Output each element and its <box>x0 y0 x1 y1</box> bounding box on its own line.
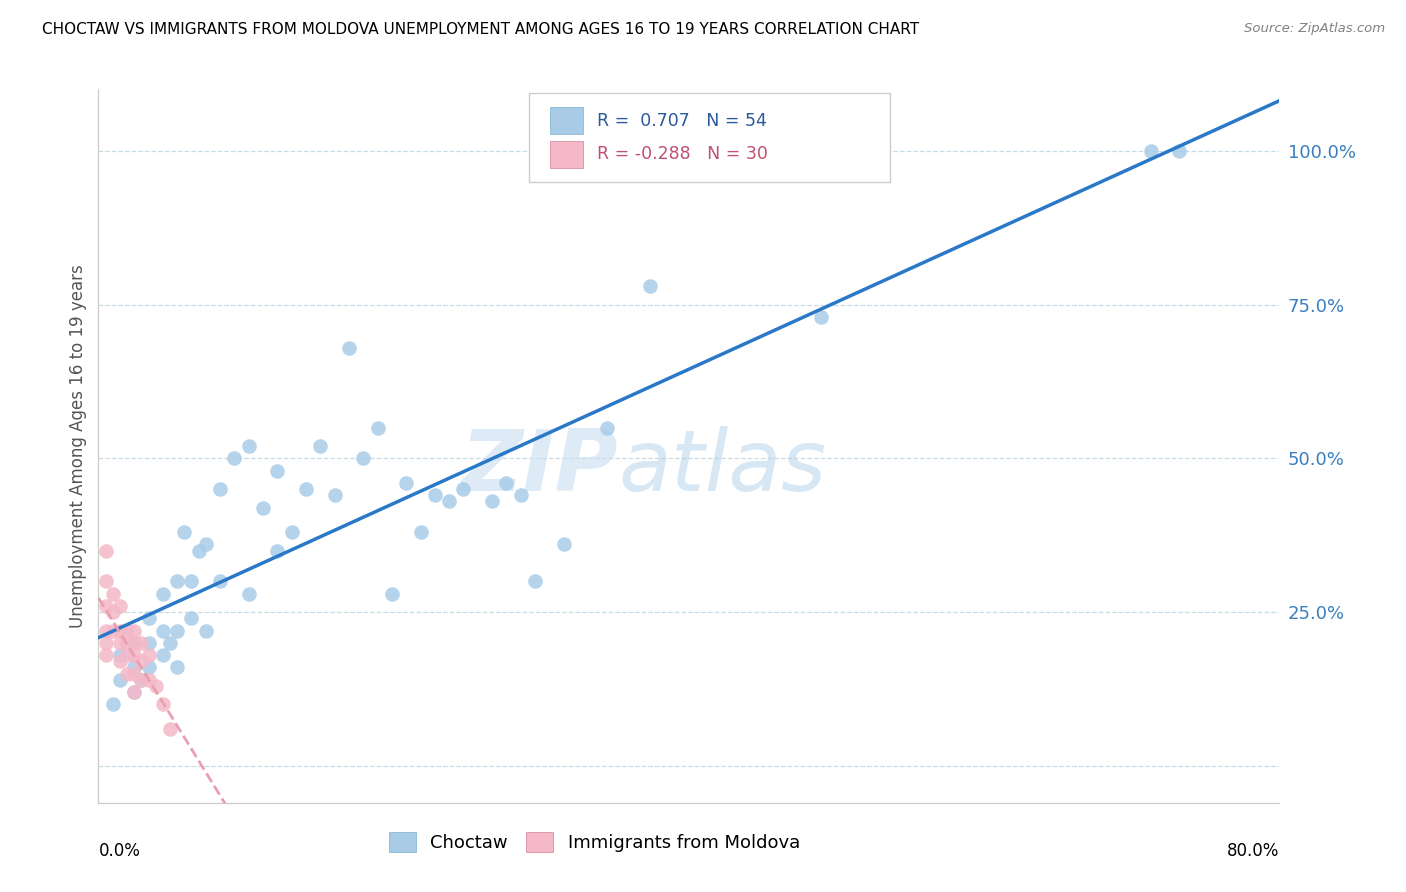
Point <box>173 525 195 540</box>
Point <box>194 537 217 551</box>
Point <box>453 482 475 496</box>
Point <box>266 464 288 478</box>
Point <box>159 636 181 650</box>
Point <box>209 482 232 496</box>
FancyBboxPatch shape <box>550 107 582 134</box>
Y-axis label: Unemployment Among Ages 16 to 19 years: Unemployment Among Ages 16 to 19 years <box>69 264 87 628</box>
Point <box>94 648 117 662</box>
Point <box>115 624 138 638</box>
Point <box>166 624 188 638</box>
Point <box>337 341 360 355</box>
Point <box>381 587 404 601</box>
Point <box>238 439 260 453</box>
Point <box>101 624 124 638</box>
Point <box>131 673 153 687</box>
Point <box>131 636 153 650</box>
Point <box>194 624 217 638</box>
Point <box>252 500 274 515</box>
Point <box>495 475 517 490</box>
Point <box>122 666 145 681</box>
Point <box>138 611 160 625</box>
Point <box>395 475 418 490</box>
Point <box>224 451 246 466</box>
Point <box>145 679 167 693</box>
Point <box>180 611 202 625</box>
Point <box>159 722 181 736</box>
Point <box>108 636 131 650</box>
Point <box>409 525 432 540</box>
Point <box>524 574 547 589</box>
Point <box>209 574 232 589</box>
Point <box>238 587 260 601</box>
Point <box>138 660 160 674</box>
Point <box>122 636 145 650</box>
Point <box>94 574 117 589</box>
Point <box>115 666 138 681</box>
Point <box>108 599 131 613</box>
Point <box>94 599 117 613</box>
Point <box>101 698 124 712</box>
Point <box>166 660 188 674</box>
Text: ZIP: ZIP <box>460 425 619 509</box>
Text: atlas: atlas <box>619 425 827 509</box>
Point <box>266 543 288 558</box>
Point <box>166 574 188 589</box>
Point <box>352 451 374 466</box>
Text: 80.0%: 80.0% <box>1227 842 1279 860</box>
Point <box>553 537 575 551</box>
Point <box>138 648 160 662</box>
Point <box>1168 144 1191 158</box>
Point <box>810 310 832 324</box>
Point <box>108 673 131 687</box>
Point <box>101 587 124 601</box>
Point <box>122 660 145 674</box>
Point <box>152 624 174 638</box>
Point <box>187 543 209 558</box>
Point <box>94 624 117 638</box>
Point <box>138 636 160 650</box>
Point <box>108 624 131 638</box>
Point <box>481 494 503 508</box>
Point <box>122 624 145 638</box>
Point <box>108 654 131 668</box>
Point <box>101 605 124 619</box>
Point <box>509 488 531 502</box>
Point <box>423 488 446 502</box>
Point <box>94 543 117 558</box>
Text: 0.0%: 0.0% <box>98 842 141 860</box>
Point <box>152 698 174 712</box>
Point <box>122 648 145 662</box>
Point <box>437 494 460 508</box>
Point <box>122 636 145 650</box>
Point <box>122 685 145 699</box>
Point <box>94 636 117 650</box>
Point <box>115 636 138 650</box>
Text: Source: ZipAtlas.com: Source: ZipAtlas.com <box>1244 22 1385 36</box>
Point <box>180 574 202 589</box>
Point <box>595 420 617 434</box>
Text: R = -0.288   N = 30: R = -0.288 N = 30 <box>596 145 768 163</box>
Point <box>108 648 131 662</box>
Point <box>1139 144 1161 158</box>
Point <box>115 648 138 662</box>
Point <box>131 673 153 687</box>
Text: R =  0.707   N = 54: R = 0.707 N = 54 <box>596 112 766 129</box>
Point <box>638 279 661 293</box>
Text: CHOCTAW VS IMMIGRANTS FROM MOLDOVA UNEMPLOYMENT AMONG AGES 16 TO 19 YEARS CORREL: CHOCTAW VS IMMIGRANTS FROM MOLDOVA UNEMP… <box>42 22 920 37</box>
Point <box>138 673 160 687</box>
Point <box>323 488 346 502</box>
Point <box>367 420 389 434</box>
Legend: Choctaw, Immigrants from Moldova: Choctaw, Immigrants from Moldova <box>382 825 807 859</box>
Point <box>309 439 332 453</box>
Point <box>280 525 302 540</box>
FancyBboxPatch shape <box>550 141 582 168</box>
Point <box>152 648 174 662</box>
Point <box>122 685 145 699</box>
Point <box>131 654 153 668</box>
Point <box>152 587 174 601</box>
Point <box>295 482 318 496</box>
FancyBboxPatch shape <box>530 93 890 182</box>
